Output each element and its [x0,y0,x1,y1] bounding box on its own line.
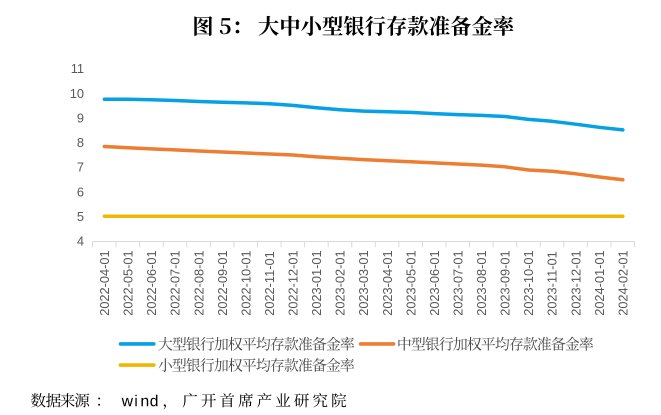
svg-text:2022-05-01: 2022-05-01 [121,250,136,315]
svg-text:10: 10 [70,86,84,101]
svg-text:8: 8 [77,135,84,150]
svg-text:2022-08-01: 2022-08-01 [191,250,206,315]
svg-text:2023-10-01: 2023-10-01 [521,250,536,315]
svg-text:2022-10-01: 2022-10-01 [238,250,253,315]
svg-text:2023-08-01: 2023-08-01 [474,250,489,315]
svg-text:6: 6 [77,184,84,199]
svg-text:2023-07-01: 2023-07-01 [451,250,466,315]
svg-text:2023-09-01: 2023-09-01 [498,250,513,315]
svg-text:2023-06-01: 2023-06-01 [427,250,442,315]
svg-text:2022-12-01: 2022-12-01 [286,250,301,315]
svg-text:2024-01-01: 2024-01-01 [592,250,607,315]
svg-text:2023-12-01: 2023-12-01 [568,250,583,315]
svg-text:2023-05-01: 2023-05-01 [403,250,418,315]
svg-text:2022-11-01: 2022-11-01 [262,251,277,316]
svg-text:2023-02-01: 2023-02-01 [333,250,348,315]
svg-text:4: 4 [77,234,84,249]
svg-text:11: 11 [71,61,84,76]
svg-text:2022-06-01: 2022-06-01 [144,250,159,315]
svg-text:2023-04-01: 2023-04-01 [380,250,395,315]
svg-text:2023-03-01: 2023-03-01 [356,250,371,315]
svg-text:2023-01-01: 2023-01-01 [309,250,324,315]
svg-text:2022-07-01: 2022-07-01 [168,250,183,315]
svg-text:2023-11-01: 2023-11-01 [545,251,560,316]
svg-text:5: 5 [77,209,84,224]
svg-text:9: 9 [77,110,84,125]
svg-text:2024-02-01: 2024-02-01 [615,250,630,315]
svg-text:2022-09-01: 2022-09-01 [215,250,230,315]
svg-text:2022-04-01: 2022-04-01 [97,250,112,315]
svg-text:7: 7 [77,160,84,175]
